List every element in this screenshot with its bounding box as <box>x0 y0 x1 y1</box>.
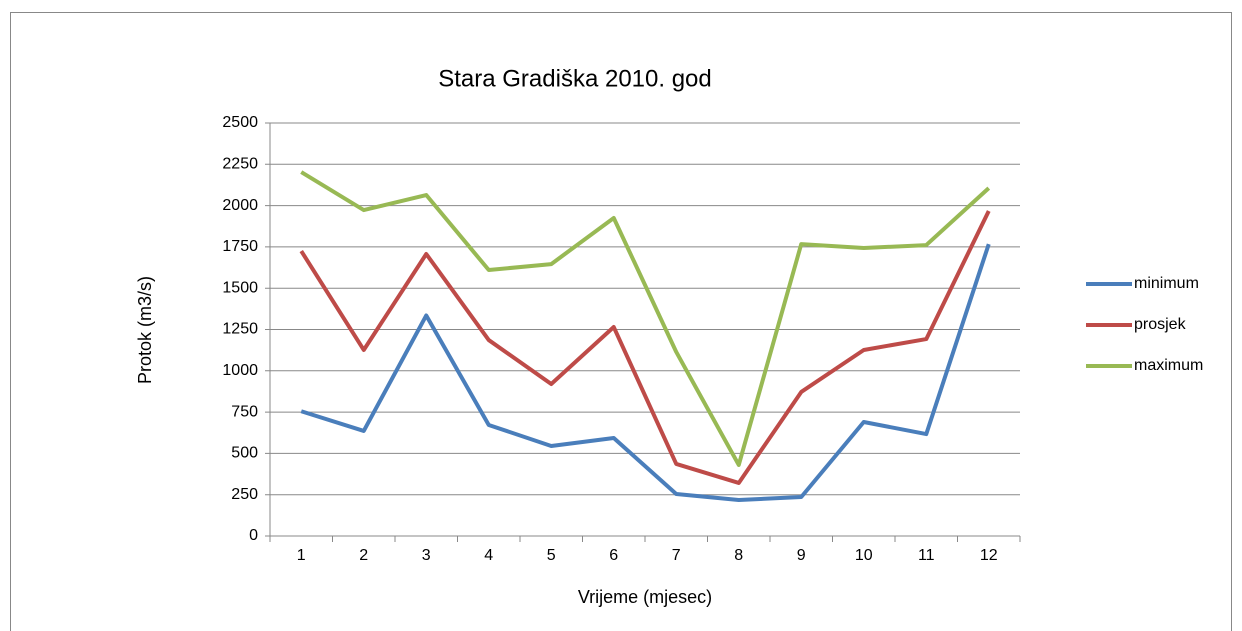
x-tick-label: 1 <box>297 547 306 564</box>
x-tick-label: 12 <box>980 547 998 564</box>
y-tick-label: 2250 <box>222 156 258 173</box>
x-tick-label: 6 <box>609 547 618 564</box>
line-series <box>299 210 991 485</box>
y-tick-label: 2500 <box>222 114 258 131</box>
x-tick-label: 10 <box>855 547 873 564</box>
legend-label: prosjek <box>1134 316 1187 333</box>
y-tick-label: 1250 <box>222 321 258 338</box>
y-tick-label: 1500 <box>222 279 258 296</box>
x-tick-label: 4 <box>484 547 493 564</box>
y-axis-label: Protok (m3/s) <box>135 276 155 384</box>
y-tick-label: 500 <box>231 445 258 462</box>
x-tick-label: 2 <box>359 547 368 564</box>
y-tick-label: 750 <box>231 403 258 420</box>
y-tick-label: 1000 <box>222 362 258 379</box>
x-axis-label: Vrijeme (mjesec) <box>578 587 712 607</box>
x-tick-label: 9 <box>797 547 806 564</box>
legend-label: minimum <box>1134 275 1199 292</box>
x-tick-label: 5 <box>547 547 556 564</box>
line-series <box>300 170 991 467</box>
y-tick-label: 250 <box>231 486 258 503</box>
x-tick-label: 11 <box>918 547 935 564</box>
x-tick-label: 7 <box>672 547 681 564</box>
y-tick-label: 0 <box>249 527 258 544</box>
y-tick-label: 2000 <box>222 197 258 214</box>
legend-label: maximum <box>1134 357 1203 374</box>
chart-frame <box>10 12 1232 631</box>
chart-title: Stara Gradiška 2010. god <box>438 65 712 92</box>
x-tick-label: 8 <box>734 547 743 564</box>
y-tick-label: 1750 <box>222 238 258 255</box>
line-series <box>300 243 991 502</box>
x-tick-label: 3 <box>422 547 431 564</box>
